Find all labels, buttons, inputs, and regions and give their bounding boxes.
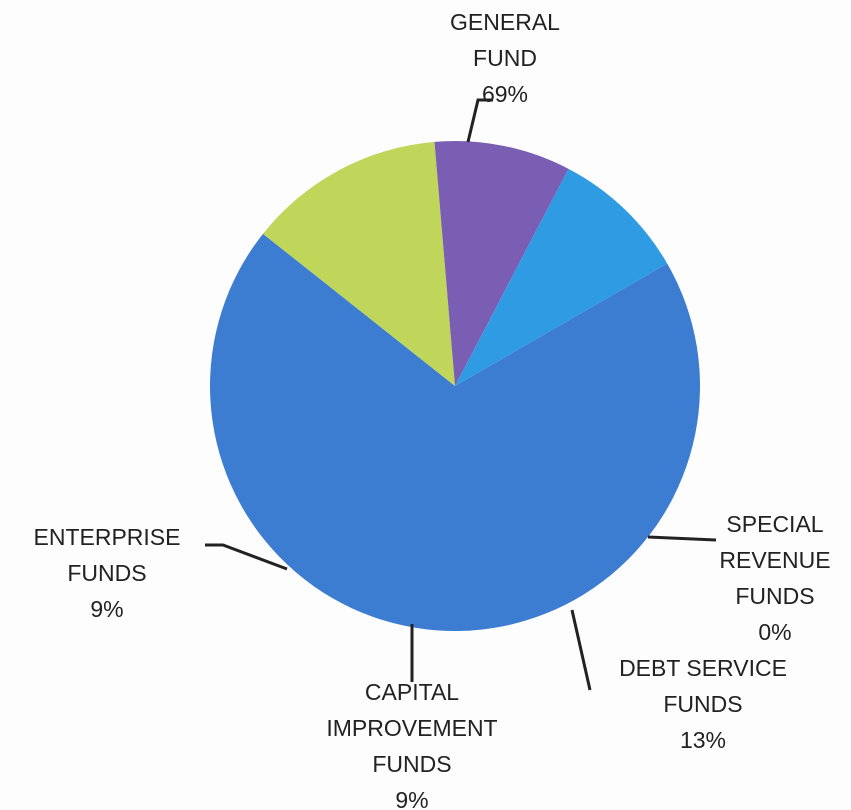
leader-line-debt-service-funds [570, 609, 592, 691]
slice-name-line: FUNDS [735, 583, 814, 609]
slice-name-line: IMPROVEMENT [326, 715, 497, 741]
leader-line-enterprise-funds [205, 543, 288, 571]
slice-debt-service-funds [263, 141, 455, 386]
pie-slices [210, 141, 701, 632]
slice-name-line: FUNDS [372, 751, 451, 777]
leader-line-special-revenue-funds [647, 535, 717, 542]
slice-value-label: 9% [395, 787, 428, 810]
slice-name-line: FUNDS [67, 560, 146, 586]
slice-name-line: DEBT SERVICE [619, 655, 787, 681]
leader-line-general-fund [466, 98, 493, 143]
slice-label-enterprise-funds: ENTERPRISE FUNDS 9% [34, 524, 181, 622]
slice-name-line: REVENUE [719, 547, 830, 573]
slice-label-debt-service-funds: DEBT SERVICE FUNDS 13% [619, 655, 787, 753]
slice-enterprise-funds [455, 168, 668, 386]
slice-name-line: SPECIAL [726, 511, 823, 537]
slice-label-capital-improvement-funds: CAPITAL IMPROVEMENT FUNDS 9% [326, 679, 497, 810]
slice-capital-improvement-funds [434, 141, 569, 386]
slice-name-line: FUNDS [663, 691, 742, 717]
slice-value-label: 0% [758, 619, 791, 645]
leader-lines [205, 98, 717, 691]
slice-general-fund [210, 233, 701, 632]
slice-label-general-fund: GENERAL FUND 69% [450, 9, 560, 107]
slice-name-line: CAPITAL [365, 679, 459, 705]
slice-value-label: 9% [90, 596, 123, 622]
slice-value-label: 13% [680, 727, 726, 753]
slice-name-line: ENTERPRISE [34, 524, 181, 550]
slice-label-special-revenue-funds: SPECIAL REVENUE FUNDS 0% [719, 511, 830, 645]
slice-name-line: FUND [473, 45, 537, 71]
slice-labels: GENERAL FUND 69% SPECIAL REVENUE FUNDS 0% DEBT … [34, 9, 831, 810]
slice-name-line: GENERAL [450, 9, 560, 35]
slice-value-label: 69% [482, 81, 528, 107]
